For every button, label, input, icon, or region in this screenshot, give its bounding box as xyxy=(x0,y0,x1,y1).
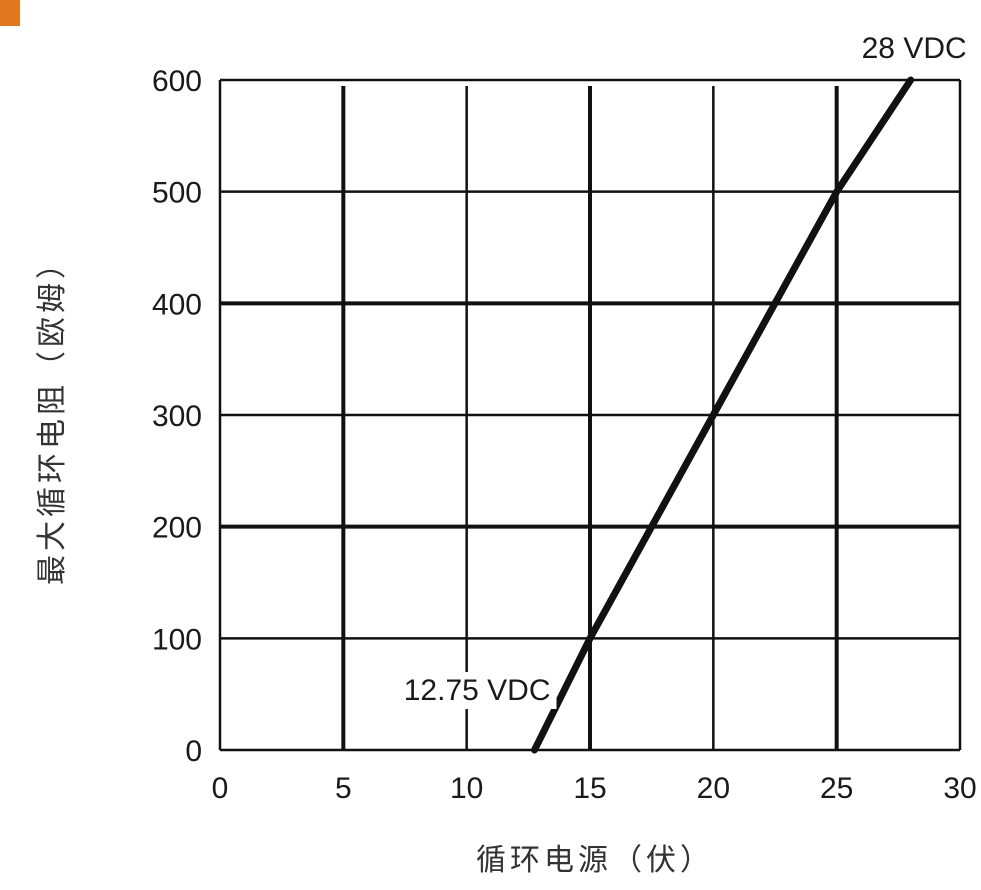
annotations: 12.75 VDC 28 VDC xyxy=(398,30,973,709)
grid xyxy=(220,80,960,750)
x-tick-label-20: 20 xyxy=(697,772,730,805)
y-tick-label-400: 400 xyxy=(152,288,202,321)
x-tick-label-10: 10 xyxy=(450,772,483,805)
x-tick-label-0: 0 xyxy=(212,772,229,805)
x-axis-label: 循环电源（伏） xyxy=(476,843,714,878)
y-tick-label-500: 500 xyxy=(152,177,202,210)
x-tick-label-30: 30 xyxy=(943,772,976,805)
x-tick-label-15: 15 xyxy=(573,772,606,805)
y-tick-label-100: 100 xyxy=(152,623,202,656)
annotation-start: 12.75 VDC xyxy=(404,674,551,707)
y-tick-label-200: 200 xyxy=(152,512,202,545)
y-axis-label: 最大循环电阻（欧姆） xyxy=(35,245,70,585)
annotation-end: 28 VDC xyxy=(862,32,967,65)
x-tick-label-25: 25 xyxy=(820,772,853,805)
y-tick-label-0: 0 xyxy=(185,735,202,768)
y-tick-label-300: 300 xyxy=(152,400,202,433)
y-tick-label-600: 600 xyxy=(152,65,202,98)
x-tick-label-5: 5 xyxy=(335,772,352,805)
